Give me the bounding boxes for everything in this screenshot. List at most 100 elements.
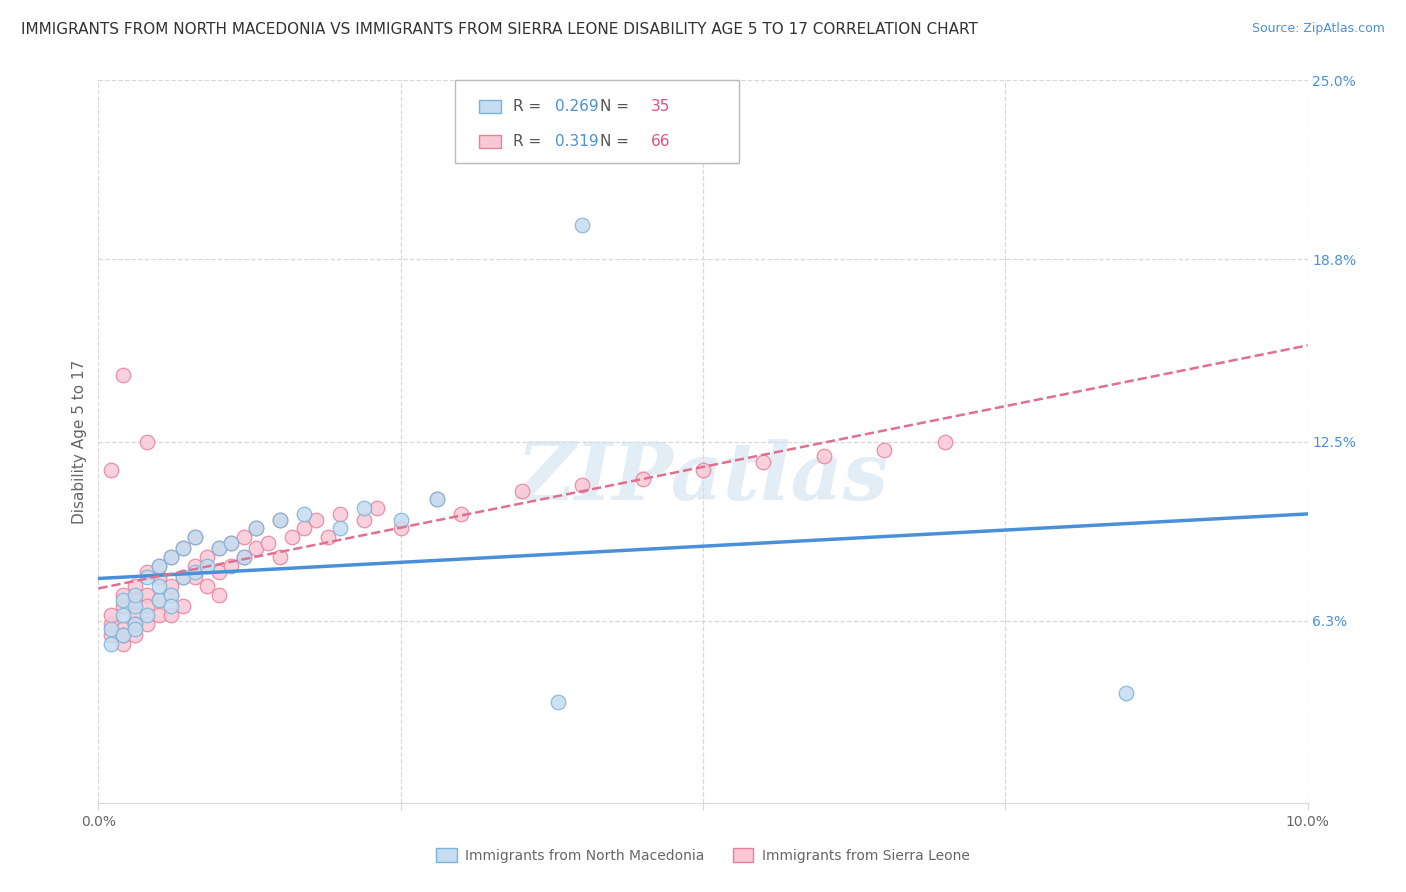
Point	[269, 512, 291, 526]
Point	[316, 530, 339, 544]
Point	[329, 521, 352, 535]
Point	[111, 628, 134, 642]
Point	[148, 593, 170, 607]
Text: IMMIGRANTS FROM NORTH MACEDONIA VS IMMIGRANTS FROM SIERRA LEONE DISABILITY AGE 5: IMMIGRANTS FROM NORTH MACEDONIA VS IMMIG…	[21, 22, 979, 37]
Point	[245, 521, 267, 535]
Legend: Immigrants from North Macedonia, Immigrants from Sierra Leone: Immigrants from North Macedonia, Immigra…	[430, 842, 976, 868]
Point	[172, 599, 194, 614]
Point	[184, 530, 207, 544]
Point	[124, 593, 146, 607]
Point	[124, 616, 146, 631]
Point	[124, 579, 146, 593]
Point	[135, 434, 157, 449]
Point	[100, 628, 122, 642]
Point	[111, 628, 134, 642]
Point	[292, 507, 315, 521]
Point	[184, 558, 207, 573]
Point	[100, 637, 122, 651]
Point	[195, 550, 218, 565]
Point	[172, 570, 194, 584]
Point	[389, 512, 412, 526]
Text: R =: R =	[513, 134, 547, 149]
Point	[148, 579, 170, 593]
FancyBboxPatch shape	[456, 80, 740, 163]
Point	[184, 570, 207, 584]
Y-axis label: Disability Age 5 to 17: Disability Age 5 to 17	[72, 359, 87, 524]
Point	[111, 593, 134, 607]
Point	[184, 565, 207, 579]
Point	[135, 588, 157, 602]
Point	[366, 501, 388, 516]
Point	[813, 449, 835, 463]
Text: 0.269: 0.269	[555, 99, 599, 114]
Point	[124, 607, 146, 622]
Text: R =: R =	[513, 99, 547, 114]
Point	[221, 558, 243, 573]
Point	[281, 530, 304, 544]
Point	[245, 541, 267, 556]
Point	[547, 695, 569, 709]
Point	[160, 588, 183, 602]
Point	[124, 588, 146, 602]
Text: N =: N =	[600, 134, 634, 149]
Point	[100, 616, 122, 631]
Point	[934, 434, 956, 449]
Point	[148, 558, 170, 573]
Point	[752, 455, 775, 469]
Point	[232, 550, 254, 565]
Point	[510, 483, 533, 498]
Point	[148, 607, 170, 622]
Point	[208, 541, 231, 556]
Point	[148, 558, 170, 573]
Point	[221, 535, 243, 549]
Point	[873, 443, 896, 458]
Point	[135, 570, 157, 584]
Point	[135, 565, 157, 579]
Point	[111, 368, 134, 382]
Point	[692, 463, 714, 477]
Text: Source: ZipAtlas.com: Source: ZipAtlas.com	[1251, 22, 1385, 36]
Point	[160, 588, 183, 602]
Point	[256, 535, 278, 549]
Point	[124, 623, 146, 637]
Point	[195, 579, 218, 593]
Point	[111, 607, 134, 622]
Text: 0.319: 0.319	[555, 134, 599, 149]
Point	[135, 616, 157, 631]
Point	[1115, 686, 1137, 700]
Point	[172, 570, 194, 584]
Point	[100, 623, 122, 637]
Point	[160, 550, 183, 565]
Point	[389, 521, 412, 535]
Point	[631, 472, 654, 486]
Point	[571, 218, 593, 232]
Point	[305, 512, 328, 526]
Point	[269, 512, 291, 526]
Point	[160, 550, 183, 565]
Point	[111, 599, 134, 614]
Text: ZIPatlas: ZIPatlas	[517, 439, 889, 516]
Point	[232, 530, 254, 544]
Point	[100, 607, 122, 622]
Point	[329, 507, 352, 521]
Point	[135, 599, 157, 614]
Point	[208, 541, 231, 556]
Point	[184, 530, 207, 544]
Point	[232, 550, 254, 565]
Point	[208, 565, 231, 579]
FancyBboxPatch shape	[479, 135, 501, 147]
Point	[195, 558, 218, 573]
Point	[160, 579, 183, 593]
Point	[135, 607, 157, 622]
Point	[124, 628, 146, 642]
Point	[426, 492, 449, 507]
Text: N =: N =	[600, 99, 634, 114]
Point	[160, 607, 183, 622]
Point	[292, 521, 315, 535]
Point	[111, 588, 134, 602]
Point	[148, 593, 170, 607]
Point	[172, 541, 194, 556]
Point	[148, 570, 170, 584]
Point	[269, 550, 291, 565]
Point	[160, 599, 183, 614]
